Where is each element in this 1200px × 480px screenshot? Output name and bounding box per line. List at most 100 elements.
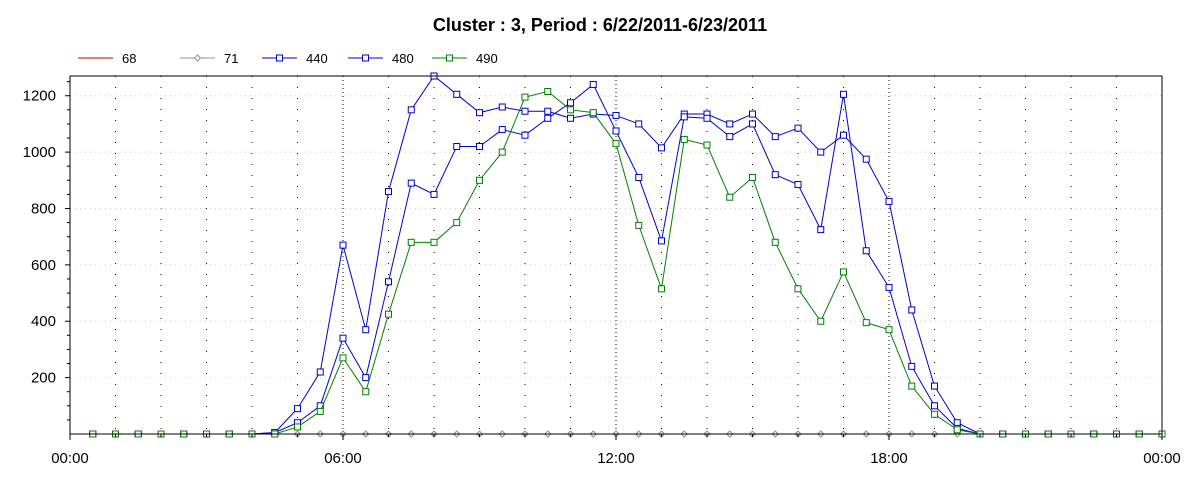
- data-point: [453, 142, 461, 150]
- legend-entry: 490: [432, 51, 498, 66]
- data-point: [794, 285, 802, 293]
- data-point: [339, 241, 347, 249]
- data-point: [385, 188, 392, 196]
- legend: 68 71 440 480 490: [78, 51, 498, 66]
- x-tick-label: 00:00: [51, 450, 89, 467]
- data-point: [407, 179, 415, 187]
- data-point: [726, 120, 734, 128]
- series-line: [92, 90, 1162, 435]
- data-point: [446, 54, 453, 62]
- data-point: [498, 148, 506, 156]
- y-tick-label: 200: [31, 370, 56, 387]
- data-point: [567, 99, 574, 107]
- data-point: [521, 131, 529, 139]
- data-point: [862, 319, 870, 327]
- data-point: [749, 173, 756, 181]
- data-point: [658, 285, 665, 293]
- data-point: [276, 54, 283, 62]
- data-point: [817, 148, 825, 156]
- data-point: [885, 197, 893, 205]
- x-tick-label: 06:00: [324, 450, 362, 467]
- data-point: [771, 133, 779, 141]
- data-point: [612, 111, 620, 119]
- data-point: [544, 107, 552, 115]
- data-point: [362, 54, 369, 62]
- data-point: [726, 193, 734, 201]
- data-point: [362, 326, 370, 334]
- legend-entry: 71: [180, 51, 238, 66]
- data-point: [316, 368, 324, 376]
- y-tick-label: 600: [31, 257, 56, 274]
- data-point: [658, 237, 665, 245]
- data-point: [908, 306, 916, 314]
- y-tick-label: 1200: [23, 88, 56, 105]
- data-point: [885, 326, 893, 334]
- data-point: [771, 171, 779, 179]
- series-line: [92, 83, 1162, 435]
- data-point: [453, 219, 461, 227]
- data-point: [589, 80, 597, 88]
- legend-entry: 480: [348, 51, 414, 66]
- series-490: [89, 88, 1166, 438]
- series-440: [89, 72, 1166, 438]
- data-point: [453, 90, 461, 98]
- x-tick-label: 12:00: [597, 450, 635, 467]
- data-point: [840, 131, 847, 139]
- data-point: [476, 176, 483, 184]
- data-point: [885, 283, 893, 291]
- data-point: [294, 423, 301, 431]
- data-point: [407, 238, 415, 246]
- data-point: [385, 310, 392, 318]
- data-point: [294, 405, 301, 413]
- data-point: [567, 114, 574, 122]
- data-point: [635, 120, 643, 128]
- x-tick-label: 00:00: [1143, 450, 1181, 467]
- data-point: [862, 247, 870, 255]
- data-point: [953, 426, 961, 434]
- data-point: [680, 113, 688, 121]
- data-point: [658, 144, 665, 152]
- data-point: [703, 114, 711, 122]
- data-point: [794, 181, 802, 189]
- data-point: [680, 135, 688, 143]
- y-tick-label: 400: [31, 313, 56, 330]
- x-tick-label: 18:00: [870, 450, 908, 467]
- data-point: [521, 107, 529, 115]
- data-point: [953, 419, 961, 427]
- data-point: [931, 402, 938, 410]
- data-point: [430, 190, 438, 198]
- data-point: [908, 382, 916, 390]
- data-point: [544, 114, 552, 122]
- data-point: [589, 109, 597, 117]
- series-line: [92, 75, 1162, 435]
- data-point: [703, 141, 711, 149]
- data-point: [544, 88, 552, 96]
- data-point: [476, 109, 483, 117]
- legend-label: 68: [122, 51, 136, 66]
- axes: 200 400 600 800 1000 1200 00:00 06:00 12:00 18:00…: [23, 75, 1181, 467]
- data-point: [862, 155, 870, 163]
- data-point: [385, 278, 392, 286]
- data-point: [817, 226, 825, 234]
- data-point: [794, 124, 802, 132]
- data-point: [362, 374, 370, 382]
- series-480: [89, 80, 1166, 438]
- data-point: [339, 334, 347, 342]
- data-point: [817, 317, 825, 325]
- legend-label: 71: [224, 51, 238, 66]
- data-point: [931, 410, 938, 418]
- legend-entry: 440: [262, 51, 328, 66]
- data-point: [521, 93, 529, 101]
- data-point: [498, 126, 506, 134]
- data-point: [931, 382, 938, 390]
- data-point: [316, 407, 324, 415]
- legend-label: 480: [392, 51, 414, 66]
- data-point: [567, 106, 574, 114]
- series-layer: [89, 72, 1166, 438]
- data-point: [908, 362, 916, 370]
- data-point: [840, 268, 847, 276]
- data-point: [407, 106, 415, 114]
- data-point: [193, 54, 202, 62]
- data-point: [430, 238, 438, 246]
